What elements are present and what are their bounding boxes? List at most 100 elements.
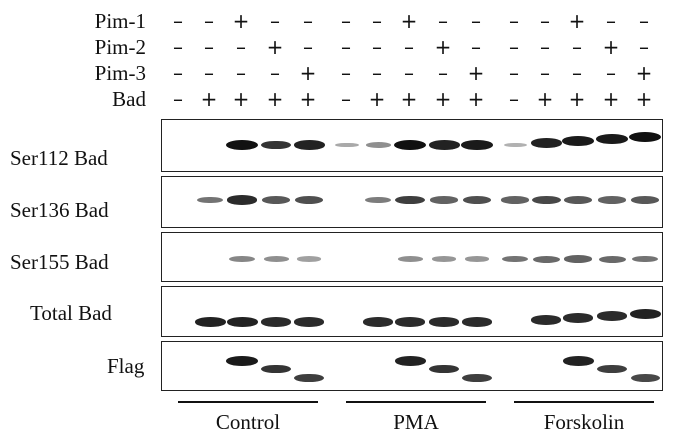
treatment-sign: – [572, 61, 582, 85]
treatment-sign: – [341, 9, 351, 33]
row-label-bad: Bad [112, 87, 146, 111]
blot-band [394, 140, 426, 150]
treatment-sign: – [173, 35, 183, 59]
blot-band [464, 256, 490, 262]
treatment-sign: + [467, 61, 485, 85]
treatment-sign: + [434, 35, 452, 59]
treatment-sign: – [572, 35, 582, 59]
treatment-sign: – [372, 9, 382, 33]
blot-band [501, 255, 529, 263]
blot-band [562, 313, 594, 323]
group-line-control [178, 401, 318, 403]
blot-band [503, 142, 527, 148]
blot-band [598, 196, 626, 204]
treatment-sign: – [509, 87, 519, 111]
blot-panel-ser136 [161, 176, 663, 228]
blot-panel-total-bad [161, 286, 663, 337]
blot-band [226, 356, 258, 366]
treatment-sign: – [270, 9, 280, 33]
blot-band [397, 256, 423, 262]
blot-band [630, 373, 660, 383]
treatment-sign: + [368, 87, 386, 111]
blot-band [462, 373, 492, 383]
treatment-sign: + [635, 87, 653, 111]
treatment-sign: – [173, 87, 183, 111]
group-label-control: Control [215, 410, 281, 434]
treatment-sign: – [341, 35, 351, 59]
treatment-sign: – [404, 35, 414, 59]
group-label-pma: PMA [393, 410, 439, 434]
row-label-pim-3: Pim-3 [94, 61, 146, 85]
treatment-sign: – [173, 9, 183, 33]
treatment-sign: + [536, 87, 554, 111]
treatment-sign: – [438, 61, 448, 85]
treatment-sign: + [200, 87, 218, 111]
treatment-sign: – [509, 9, 519, 33]
blot-band [461, 140, 493, 150]
blot-band [631, 196, 659, 204]
treatment-sign: – [471, 35, 481, 59]
blot-band [530, 138, 562, 148]
blot-panel-flag [161, 341, 663, 391]
treatment-sign: – [236, 61, 246, 85]
treatment-sign: – [404, 61, 414, 85]
treatment-sign: – [303, 35, 313, 59]
blot-band [462, 196, 492, 204]
blot-label-ser155: Ser155 Bad [10, 250, 109, 274]
treatment-sign: – [639, 35, 649, 59]
blot-band [335, 142, 359, 148]
blot-band [293, 317, 325, 327]
treatment-sign: – [303, 9, 313, 33]
blot-band [461, 317, 493, 327]
blot-band [362, 317, 394, 327]
blot-band [294, 373, 324, 383]
treatment-sign: – [509, 35, 519, 59]
blot-band [596, 311, 628, 321]
blot-band [562, 136, 594, 146]
blot-band [430, 196, 458, 204]
blot-label-total-bad: Total Bad [30, 301, 112, 325]
blot-band [196, 196, 224, 204]
blot-band [631, 255, 659, 263]
blot-band [629, 309, 661, 319]
blot-band [226, 195, 258, 205]
row-label-pim-2: Pim-2 [94, 35, 146, 59]
blot-label-ser136: Ser136 Bad [10, 198, 109, 222]
blot-band [629, 132, 661, 142]
treatment-sign: + [602, 87, 620, 111]
treatment-sign: + [400, 9, 418, 33]
treatment-sign: – [540, 35, 550, 59]
treatment-sign: – [372, 35, 382, 59]
treatment-sign: – [270, 61, 280, 85]
treatment-sign: + [299, 61, 317, 85]
treatment-sign: – [639, 9, 649, 33]
blot-band [394, 356, 426, 366]
blot-band [226, 317, 258, 327]
blot-band [564, 255, 592, 263]
blot-band [229, 255, 255, 263]
blot-band [226, 140, 258, 150]
blot-band [501, 196, 529, 204]
treatment-sign: + [299, 87, 317, 111]
blot-band [294, 196, 324, 204]
treatment-sign: – [341, 87, 351, 111]
treatment-sign: – [540, 61, 550, 85]
blot-band [365, 142, 391, 148]
blot-band [597, 364, 627, 374]
blot-panel-ser155 [161, 232, 663, 282]
blot-band [562, 356, 594, 366]
group-line-pma [346, 401, 486, 403]
blot-band [598, 255, 626, 263]
blot-band [429, 364, 459, 374]
blot-band [530, 315, 562, 325]
blot-band [262, 196, 290, 204]
blot-band [428, 317, 460, 327]
treatment-sign: – [606, 9, 616, 33]
treatment-sign: – [204, 61, 214, 85]
blot-band [596, 134, 628, 144]
treatment-sign: + [568, 87, 586, 111]
blot-band [260, 317, 292, 327]
treatment-sign: + [568, 9, 586, 33]
blot-label-ser112: Ser112 Bad [10, 146, 108, 170]
